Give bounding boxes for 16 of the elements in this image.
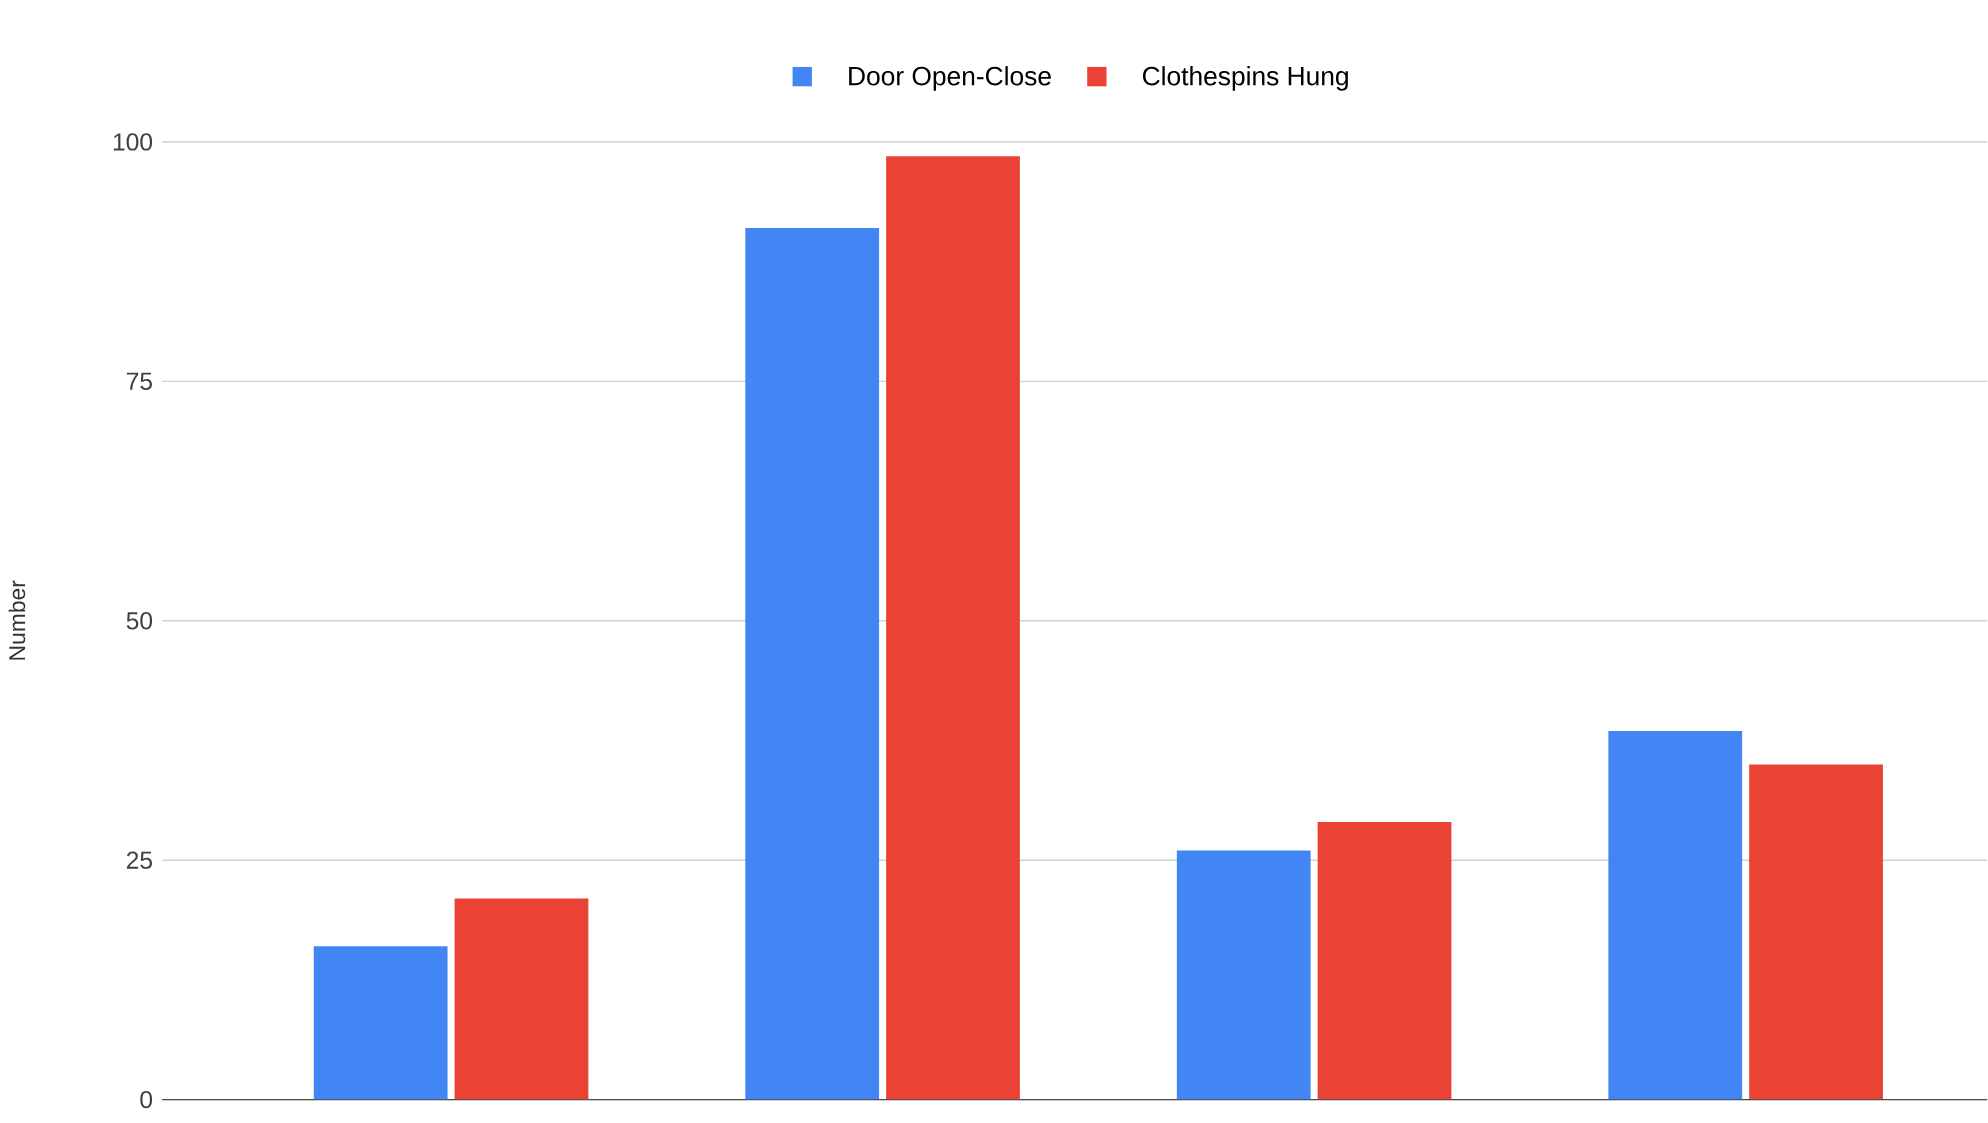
bar [1749, 764, 1883, 1100]
bar [1608, 731, 1743, 1100]
y-tick-label: 100 [113, 133, 153, 151]
y-tick-label: 0 [140, 1091, 153, 1109]
bar [1176, 850, 1311, 1100]
legend-label: Clothespins Hung [1142, 66, 1348, 91]
bar [313, 946, 448, 1100]
y-tick-label: 25 [126, 851, 152, 870]
y-axis-title: Number [8, 580, 26, 660]
bar [454, 898, 589, 1100]
bar [1317, 822, 1452, 1100]
legend-label: Door Open-Close [849, 66, 1051, 91]
y-tick-label: 75 [126, 372, 152, 391]
bar [886, 156, 1020, 1100]
y-tick-label: 50 [126, 612, 153, 630]
bar [745, 228, 880, 1100]
